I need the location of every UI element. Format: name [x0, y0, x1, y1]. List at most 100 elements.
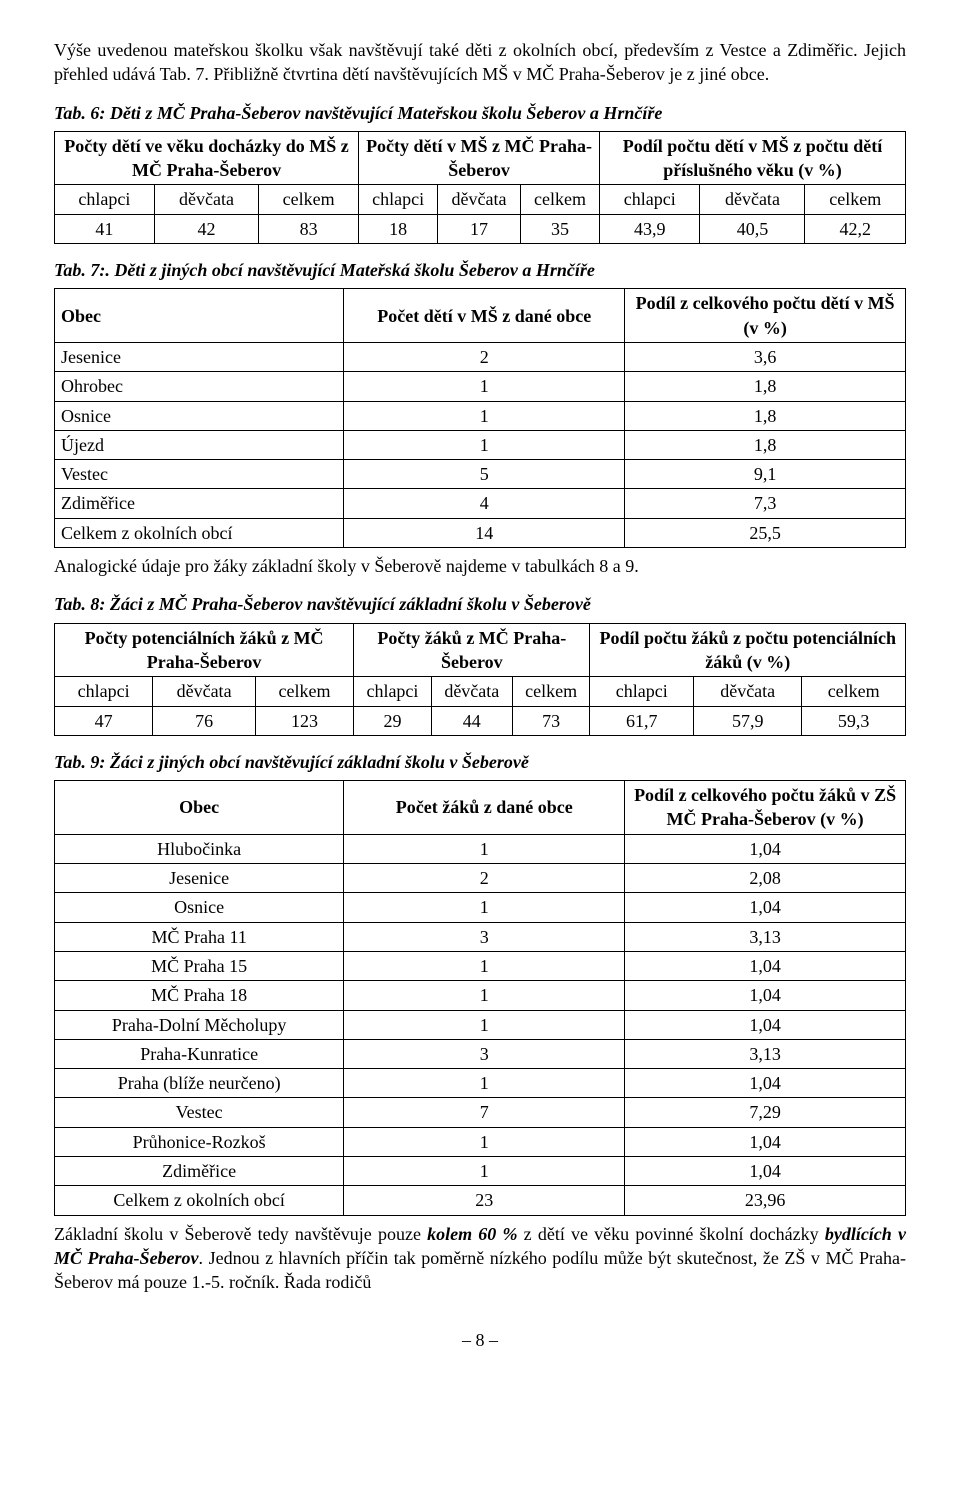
tab8-cell: 123 — [255, 706, 353, 735]
intro-paragraph: Výše uvedenou mateřskou školku však navš… — [54, 38, 906, 87]
tab9-obec: Praha-Kunratice — [55, 1039, 344, 1068]
tab7-head-obec: Obec — [55, 289, 344, 343]
tab9-share: 2,08 — [625, 864, 906, 893]
tab7-share: 25,5 — [625, 518, 906, 547]
tab7-obec: Celkem z okolních obcí — [55, 518, 344, 547]
tab7-obec: Vestec — [55, 460, 344, 489]
tab9-count: 3 — [344, 1039, 625, 1068]
tab8-sub: celkem — [802, 677, 906, 706]
tab6-sub: chlapci — [55, 185, 155, 214]
tab9-count: 1 — [344, 834, 625, 863]
tab7-obec: Újezd — [55, 430, 344, 459]
table-row: MČ Praha 1133,13 — [55, 922, 906, 951]
tab6-cell: 35 — [520, 214, 599, 243]
tab9-count: 1 — [344, 951, 625, 980]
tab9-obec: Praha-Dolní Měcholupy — [55, 1010, 344, 1039]
table-row: Zdiměřice47,3 — [55, 489, 906, 518]
tab9-obec: Celkem z okolních obcí — [55, 1186, 344, 1215]
tab8-cell: 29 — [354, 706, 432, 735]
table-row: Praha-Dolní Měcholupy11,04 — [55, 1010, 906, 1039]
tab8-sub: chlapci — [354, 677, 432, 706]
tab6-sub: děvčata — [154, 185, 258, 214]
closing-paragraph: Základní školu v Šeberově tedy navštěvuj… — [54, 1222, 906, 1295]
tab9-share: 1,04 — [625, 1156, 906, 1185]
tab8-cell: 44 — [431, 706, 512, 735]
tab8-cell: 47 — [55, 706, 153, 735]
table-row: Osnice11,8 — [55, 401, 906, 430]
tab7-count: 14 — [344, 518, 625, 547]
tab8-cell: 59,3 — [802, 706, 906, 735]
tab6-cell: 17 — [438, 214, 521, 243]
tab9-count: 23 — [344, 1186, 625, 1215]
tab9-share: 1,04 — [625, 981, 906, 1010]
tab9-count: 3 — [344, 922, 625, 951]
tab9-count: 1 — [344, 981, 625, 1010]
tab9-obec: Jesenice — [55, 864, 344, 893]
tab6-sub: celkem — [520, 185, 599, 214]
table-row: Zdiměřice11,04 — [55, 1156, 906, 1185]
tab7-count: 1 — [344, 430, 625, 459]
tab7-obec: Jesenice — [55, 342, 344, 371]
tab9-share: 1,04 — [625, 1010, 906, 1039]
tab6-head-share: Podíl počtu dětí v MŠ z počtu dětí přísl… — [600, 131, 906, 185]
tab9-count: 7 — [344, 1098, 625, 1127]
tab6-cell: 40,5 — [700, 214, 805, 243]
table-row: MČ Praha 1811,04 — [55, 981, 906, 1010]
table-6: Počty dětí ve věku docházky do MŠ z MČ P… — [54, 131, 906, 244]
tab9-share: 23,96 — [625, 1186, 906, 1215]
tab9-obec: MČ Praha 11 — [55, 922, 344, 951]
table-row: Průhonice-Rozkoš11,04 — [55, 1127, 906, 1156]
tab7-head-count: Počet dětí v MŠ z dané obce — [344, 289, 625, 343]
tab6-sub: děvčata — [700, 185, 805, 214]
tab9-share: 1,04 — [625, 834, 906, 863]
tab6-sub: celkem — [805, 185, 906, 214]
tab6-head-pot: Počty dětí ve věku docházky do MŠ z MČ P… — [55, 131, 359, 185]
tab7-head-share: Podíl z celkového počtu dětí v MŠ (v %) — [625, 289, 906, 343]
tab8-sub: celkem — [512, 677, 590, 706]
tab9-caption: Tab. 9: Žáci z jiných obcí navštěvující … — [54, 750, 906, 774]
tab9-obec: Hlubočinka — [55, 834, 344, 863]
tab8-caption: Tab. 8: Žáci z MČ Praha-Šeberov navštěvu… — [54, 592, 906, 616]
tab8-sub: děvčata — [153, 677, 256, 706]
tab9-share: 7,29 — [625, 1098, 906, 1127]
tab9-obec: Vestec — [55, 1098, 344, 1127]
tab7-obec: Ohrobec — [55, 372, 344, 401]
table-row: Jesenice22,08 — [55, 864, 906, 893]
table-8: Počty potenciálních žáků z MČ Praha-Šebe… — [54, 623, 906, 736]
tab8-sub: celkem — [255, 677, 353, 706]
tab6-cell: 41 — [55, 214, 155, 243]
tab9-share: 1,04 — [625, 1069, 906, 1098]
page-number: – 8 – — [54, 1328, 906, 1352]
tab7-share: 9,1 — [625, 460, 906, 489]
tab8-cell: 57,9 — [694, 706, 802, 735]
table-row: MČ Praha 1511,04 — [55, 951, 906, 980]
tab9-count: 1 — [344, 1010, 625, 1039]
tab7-share: 7,3 — [625, 489, 906, 518]
tab9-share: 3,13 — [625, 1039, 906, 1068]
table-row: Ohrobec11,8 — [55, 372, 906, 401]
tab7-count: 1 — [344, 372, 625, 401]
tab9-obec: Průhonice-Rozkoš — [55, 1127, 344, 1156]
tab6-sub: chlapci — [359, 185, 438, 214]
table-9: Obec Počet žáků z dané obce Podíl z celk… — [54, 780, 906, 1215]
tab9-obec: MČ Praha 15 — [55, 951, 344, 980]
table-row: Celkem z okolních obcí1425,5 — [55, 518, 906, 547]
tab6-cell: 83 — [259, 214, 359, 243]
tab6-cell: 43,9 — [600, 214, 700, 243]
tab8-head-pot: Počty potenciálních žáků z MČ Praha-Šebe… — [55, 623, 354, 677]
para-analog: Analogické údaje pro žáky základní školy… — [54, 554, 906, 578]
tab6-sub: děvčata — [438, 185, 521, 214]
table-row: Hlubočinka11,04 — [55, 834, 906, 863]
tab9-share: 1,04 — [625, 951, 906, 980]
tab9-share: 1,04 — [625, 893, 906, 922]
tab9-obec: Praha (blíže neurčeno) — [55, 1069, 344, 1098]
tab6-head-ms: Počty dětí v MŠ z MČ Praha-Šeberov — [359, 131, 600, 185]
table-row: Jesenice23,6 — [55, 342, 906, 371]
tab7-share: 1,8 — [625, 430, 906, 459]
tab7-obec: Osnice — [55, 401, 344, 430]
table-row: Osnice11,04 — [55, 893, 906, 922]
table-row: Praha (blíže neurčeno)11,04 — [55, 1069, 906, 1098]
tab8-cell: 61,7 — [590, 706, 694, 735]
table-row: Celkem z okolních obcí2323,96 — [55, 1186, 906, 1215]
tab7-count: 4 — [344, 489, 625, 518]
